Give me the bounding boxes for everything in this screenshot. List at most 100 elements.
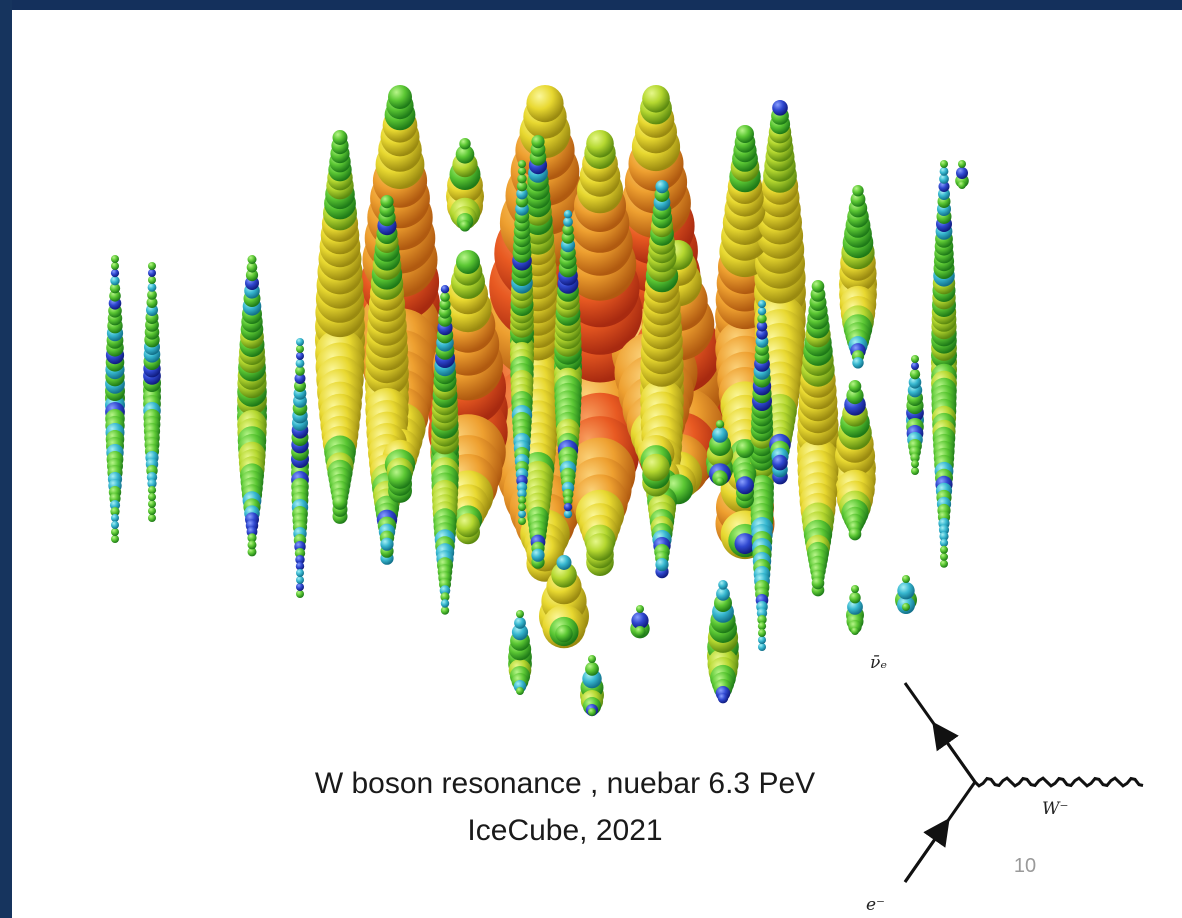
dom-hit [516, 687, 524, 695]
dom-hit [296, 583, 304, 591]
dom-hit [440, 292, 450, 302]
dom-hit [911, 362, 919, 370]
event-display [105, 85, 969, 716]
dom-hit [655, 180, 668, 193]
dom-hit [380, 195, 393, 208]
dom-hit [517, 174, 526, 183]
dom-hit [148, 276, 156, 284]
dom-hit [557, 555, 572, 570]
dom-hit [958, 160, 966, 168]
dom-hit [296, 359, 305, 368]
dom-hit [758, 636, 766, 644]
dom-hit [586, 130, 614, 158]
dom-hit [851, 627, 859, 635]
dom-hit [772, 100, 788, 116]
dom-hit [148, 493, 156, 501]
dom-hit [388, 465, 412, 489]
dom-hit [148, 262, 156, 270]
dom-hit [911, 355, 919, 363]
dom-hit [940, 553, 948, 561]
dom-hit [531, 135, 544, 148]
dom-hit [940, 160, 948, 168]
dom-hit [456, 513, 480, 537]
dom-hit [636, 605, 644, 613]
dom-hit [518, 517, 526, 525]
dom-hit [148, 514, 156, 522]
dom-hit [333, 130, 348, 145]
dom-hit [642, 85, 670, 113]
dom-hit [718, 580, 728, 590]
dom-hit [110, 276, 119, 285]
dom-hit [564, 210, 572, 218]
dom-hit [718, 693, 728, 703]
dom-hit [958, 181, 966, 189]
dom-hit [812, 577, 825, 590]
dom-hit [518, 160, 526, 168]
arrow [905, 829, 942, 882]
dom-hit [849, 380, 862, 393]
dom-hit [911, 460, 919, 468]
dom-hit [514, 617, 526, 629]
dom-hit [456, 250, 480, 274]
dom-hit [851, 585, 859, 593]
dom-hit [296, 569, 304, 577]
dom-hit [902, 575, 910, 583]
dom-hit [588, 708, 596, 716]
dom-hit [111, 514, 119, 522]
dom-hit [812, 280, 825, 293]
dom-hit [380, 538, 393, 551]
dom-hit [248, 540, 257, 549]
dom-hit [655, 558, 668, 571]
dom-hit [111, 535, 119, 543]
dom-hit [564, 503, 572, 511]
dom-hit [758, 300, 766, 308]
dom-hit [111, 255, 119, 263]
dom-hit [716, 477, 724, 485]
dom-hit [758, 629, 766, 637]
diagram-label: ν̄ₑ [870, 653, 887, 673]
caption-line: IceCube, 2021 [467, 814, 662, 847]
dom-hit [757, 314, 766, 323]
dom-hit [897, 582, 914, 599]
dom-hit [296, 590, 304, 598]
arrow [940, 733, 975, 783]
dom-hit [441, 285, 449, 293]
dom-hit [758, 622, 766, 630]
dom-hit [148, 269, 156, 277]
dom-hit [910, 369, 920, 379]
dom-hit [148, 283, 157, 292]
dom-hit [526, 85, 563, 122]
dom-hit [148, 500, 156, 508]
dom-hit [518, 167, 526, 175]
dom-hit [563, 217, 573, 227]
dom-hit [296, 352, 304, 360]
diagram-label: W⁻ [1042, 799, 1068, 819]
dom-hit [531, 549, 544, 562]
dom-hit [586, 533, 614, 561]
dom-hit [940, 546, 948, 554]
dom-hit [518, 503, 526, 511]
feynman-diagram: ν̄ₑ W⁻ e⁻ [866, 653, 1143, 915]
dom-hit [111, 528, 119, 536]
caption-line: W boson resonance , nuebar 6.3 PeV [315, 767, 815, 800]
dom-hit [736, 440, 754, 458]
left-border [0, 0, 12, 918]
diagram-label: e⁻ [866, 895, 885, 915]
dom-hit [940, 560, 948, 568]
dom-hit [712, 427, 728, 443]
dom-hit [758, 643, 766, 651]
dom-hit [585, 662, 599, 676]
slide: W boson resonance , nuebar 6.3 PeV IceCu… [0, 0, 1182, 918]
dom-hit [940, 167, 949, 176]
dom-hit [736, 125, 754, 143]
dom-hit [296, 345, 304, 353]
dom-hit [248, 255, 257, 264]
dom-hit [852, 357, 863, 368]
dom-hit [518, 510, 526, 518]
dom-hit [635, 626, 646, 637]
dom-hit [940, 539, 948, 547]
dom-hit [111, 262, 119, 270]
dom-hit [736, 476, 754, 494]
dom-hit [772, 455, 788, 471]
dom-hit [911, 467, 919, 475]
